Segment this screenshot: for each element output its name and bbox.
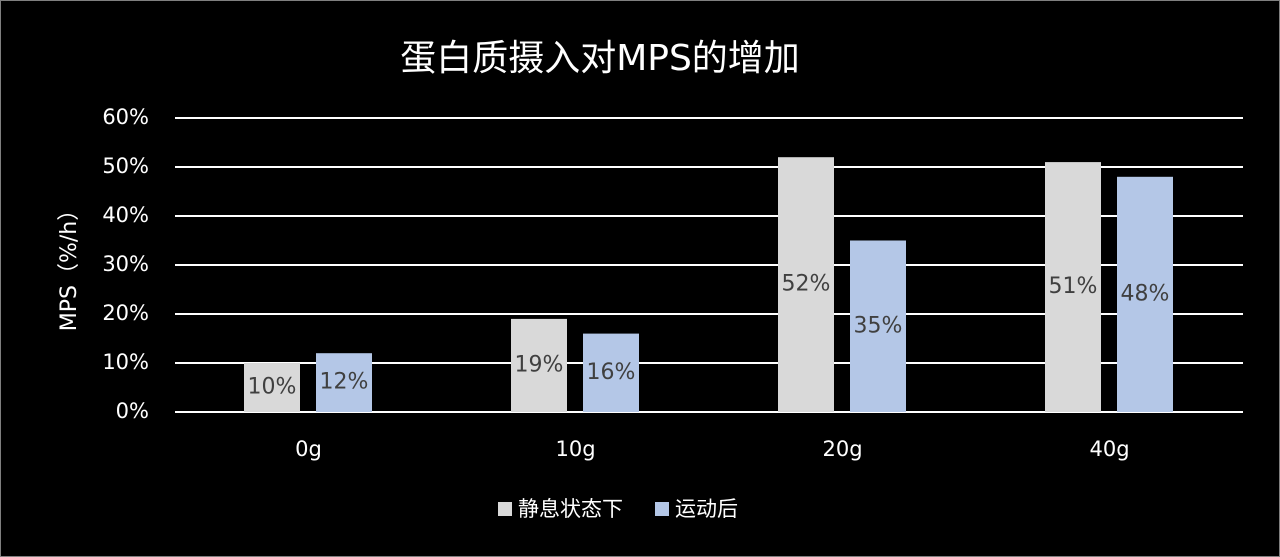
bar <box>244 363 300 412</box>
data-label: 16% <box>587 360 636 385</box>
bar <box>316 353 372 412</box>
legend-swatch <box>498 502 512 516</box>
data-label: 19% <box>515 352 564 377</box>
y-tick-label: 40% <box>102 203 149 227</box>
y-tick-label: 30% <box>102 252 149 276</box>
y-tick-label: 20% <box>102 301 149 325</box>
y-tick-label: 10% <box>102 350 149 374</box>
x-tick-label: 10g <box>555 437 595 461</box>
bar <box>1045 162 1101 412</box>
x-tick-label: 40g <box>1089 437 1129 461</box>
chart-title: 蛋白质摄入对MPS的增加 <box>400 38 800 79</box>
bar <box>1117 176 1173 412</box>
bar <box>778 157 834 412</box>
y-tick-label: 60% <box>102 105 149 129</box>
data-label: 51% <box>1049 274 1098 299</box>
bar <box>511 318 567 412</box>
x-tick-label: 0g <box>295 437 322 461</box>
y-tick-label: 50% <box>102 154 149 178</box>
y-tick-label: 0% <box>116 399 149 423</box>
data-label: 10% <box>248 375 297 400</box>
data-label: 35% <box>854 313 903 338</box>
y-axis-label: MPS（%/h） <box>57 199 82 331</box>
legend-label: 运动后 <box>675 497 738 521</box>
bar <box>850 240 906 412</box>
data-label: 12% <box>320 370 369 395</box>
legend-label: 静息状态下 <box>518 497 623 521</box>
x-tick-label: 20g <box>822 437 862 461</box>
bar <box>583 333 639 412</box>
legend-swatch <box>655 502 669 516</box>
data-label: 52% <box>782 272 831 297</box>
data-label: 48% <box>1121 281 1170 306</box>
